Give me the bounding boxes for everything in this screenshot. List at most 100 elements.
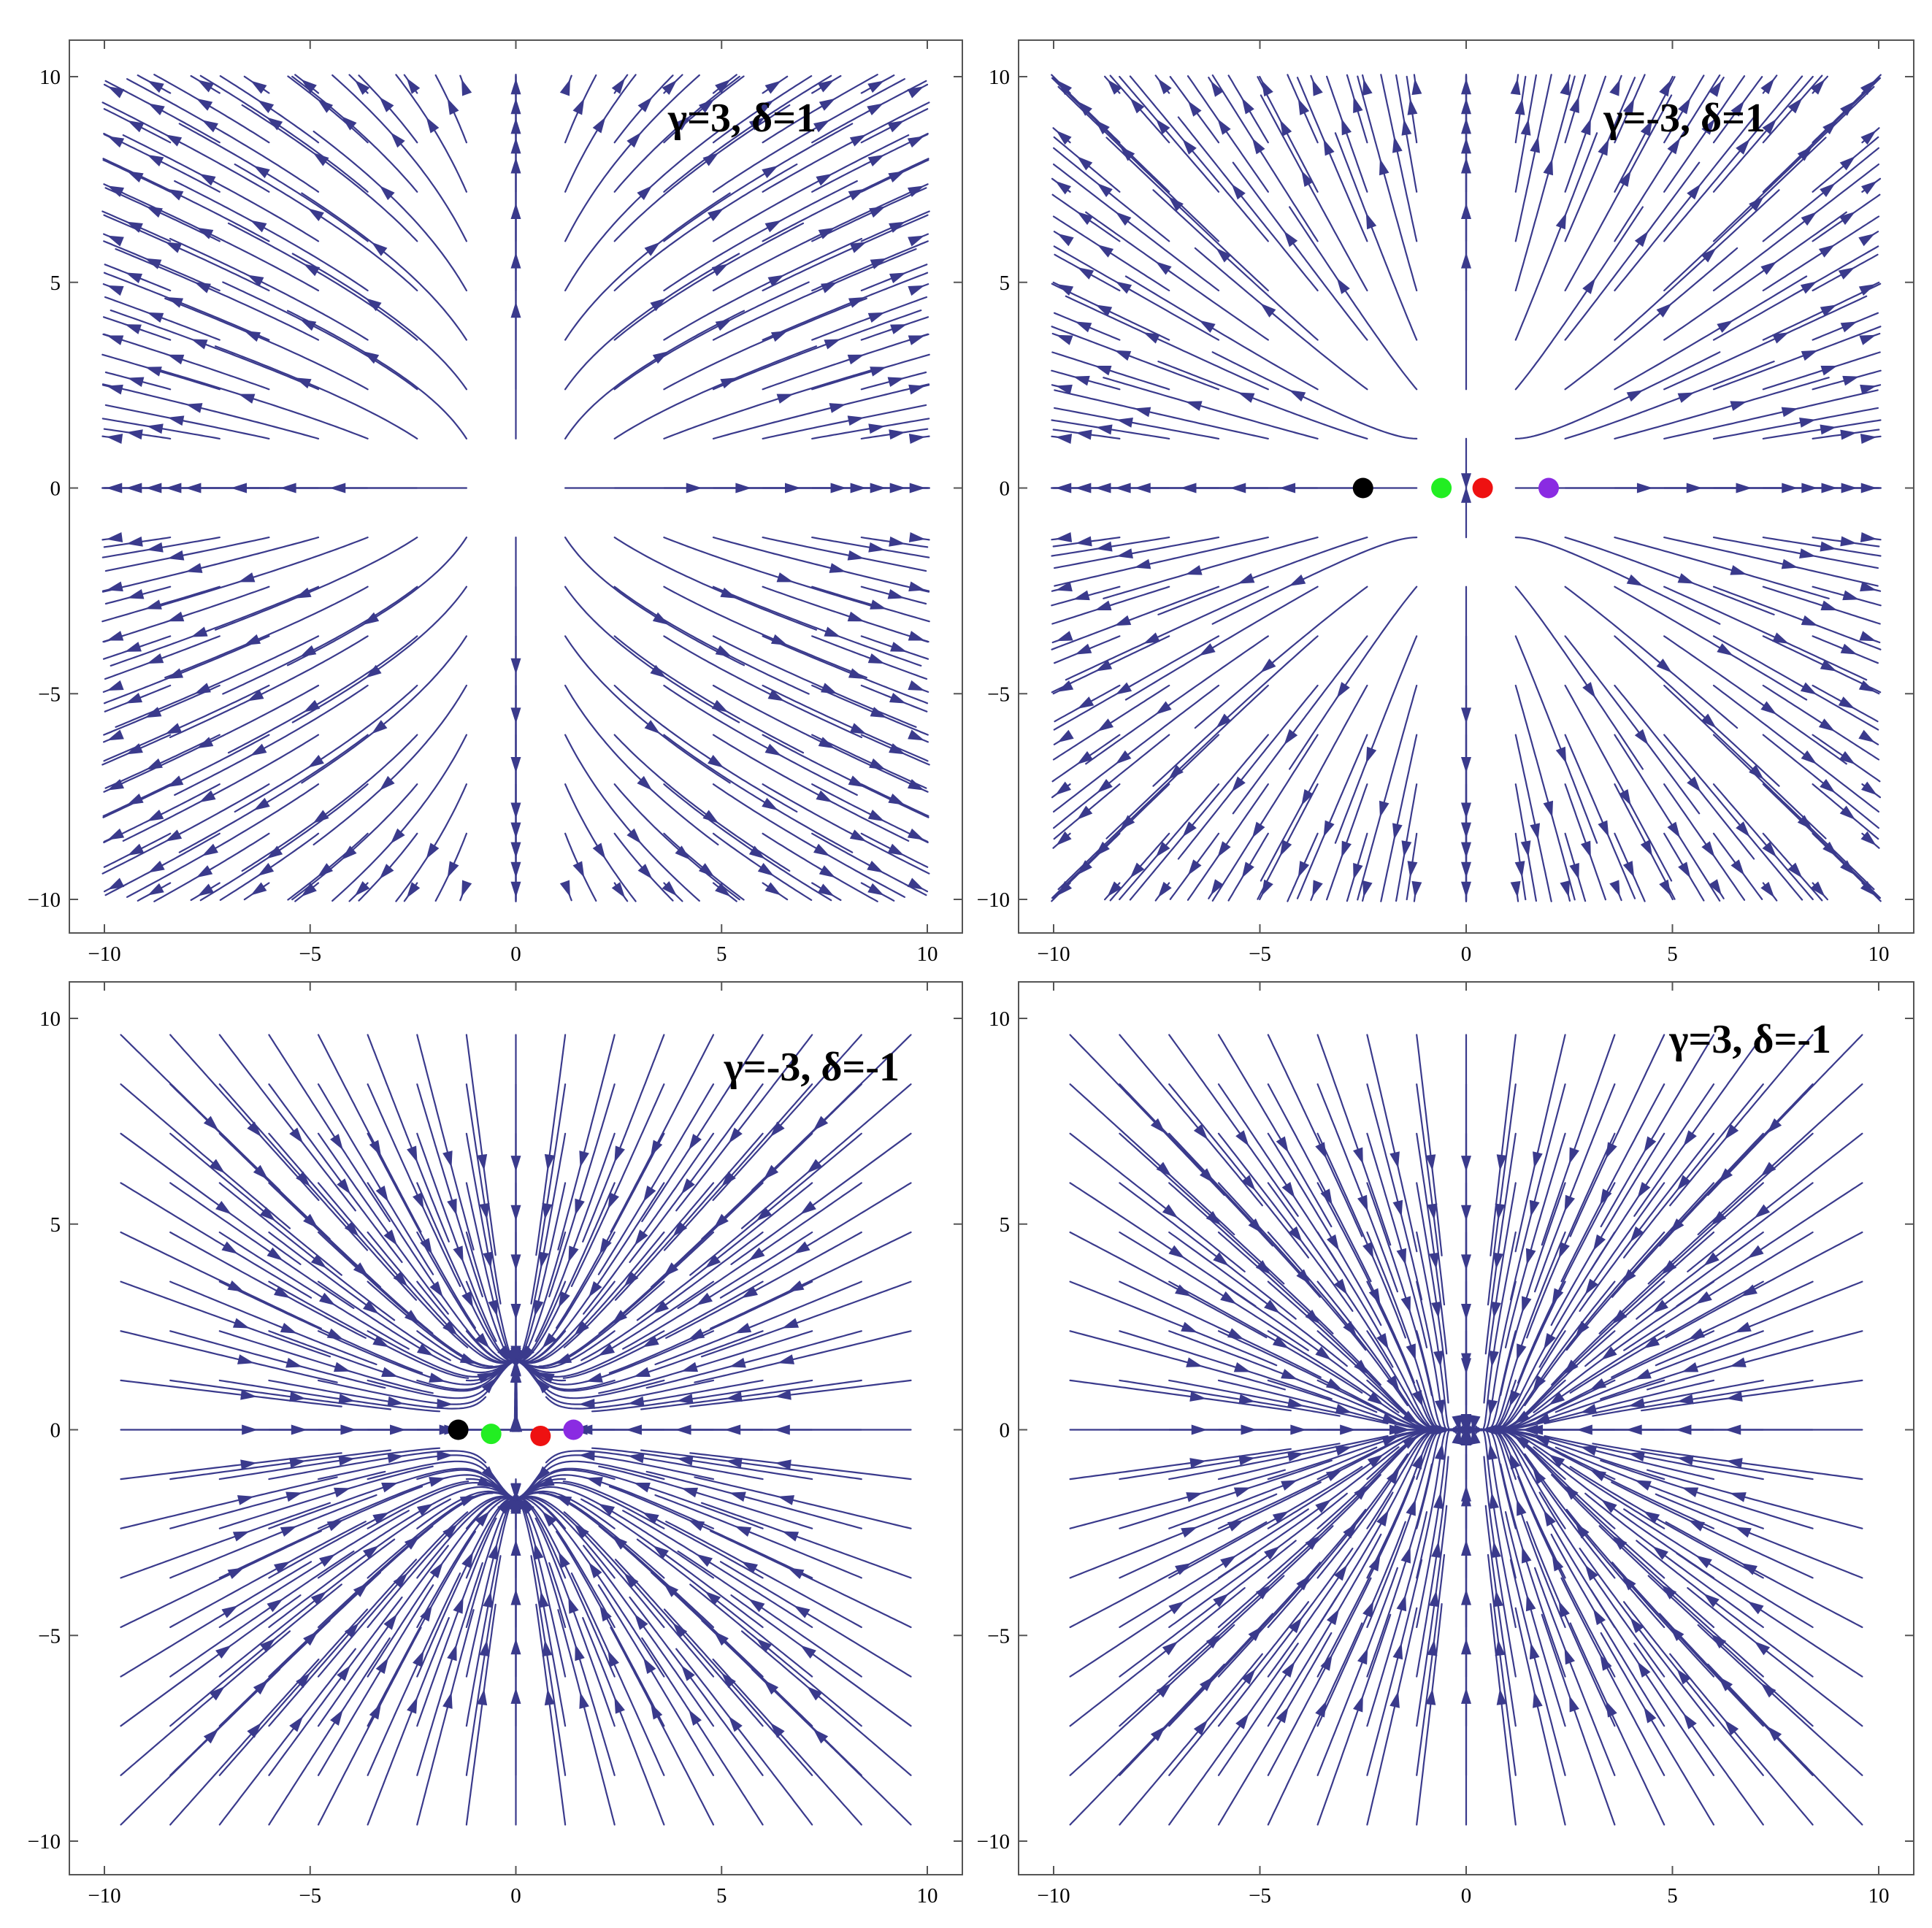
stream-arrow bbox=[274, 1286, 291, 1299]
stream-arrow bbox=[1860, 880, 1876, 896]
stream-arrow bbox=[1749, 764, 1764, 780]
streamline bbox=[740, 1083, 912, 1229]
y-tick-label: 5 bbox=[50, 272, 61, 295]
stream-arrow bbox=[1766, 1118, 1782, 1134]
stream-arrow bbox=[1820, 366, 1838, 376]
stream-arrow bbox=[824, 339, 841, 350]
stream-arrow bbox=[127, 377, 145, 388]
stream-arrow bbox=[147, 80, 164, 93]
streamline bbox=[101, 537, 320, 593]
stream-arrow bbox=[1264, 1545, 1280, 1560]
streamline bbox=[120, 1132, 302, 1265]
stream-arrow bbox=[1189, 1458, 1207, 1468]
streamline bbox=[103, 240, 221, 292]
stream-arrow bbox=[247, 1722, 262, 1738]
stream-arrow bbox=[829, 403, 846, 413]
streamline bbox=[1069, 1280, 1278, 1367]
stream-arrow bbox=[1558, 1600, 1570, 1618]
stream-arrow bbox=[725, 1457, 743, 1468]
stream-arrow bbox=[715, 883, 731, 897]
streamline bbox=[313, 130, 467, 292]
streamline bbox=[268, 1525, 434, 1678]
streamline bbox=[218, 1182, 396, 1321]
streamline bbox=[582, 1034, 665, 1243]
stream-arrow bbox=[1760, 78, 1775, 95]
stream-arrow bbox=[1772, 632, 1790, 644]
stream-arrow bbox=[572, 98, 585, 115]
streamline bbox=[1260, 94, 1368, 292]
streamline bbox=[1592, 1379, 1814, 1417]
stream-arrow bbox=[672, 1221, 688, 1237]
streamline bbox=[597, 1083, 715, 1275]
stream-arrow bbox=[813, 1115, 829, 1131]
stream-arrow bbox=[1284, 231, 1298, 247]
streamline bbox=[218, 1379, 441, 1413]
stream-arrow bbox=[1580, 840, 1591, 858]
stream-arrow bbox=[1659, 879, 1671, 896]
streamline bbox=[689, 1583, 862, 1727]
stream-arrow bbox=[599, 1605, 612, 1622]
stream-arrow bbox=[1730, 100, 1745, 117]
stream-arrow bbox=[497, 1345, 513, 1361]
stream-arrow bbox=[1490, 1301, 1501, 1318]
y-tick-label: 0 bbox=[1000, 477, 1011, 501]
stream-arrow bbox=[1676, 1175, 1691, 1191]
streamline bbox=[1051, 585, 1170, 625]
stream-arrow bbox=[1056, 334, 1073, 345]
stream-arrow bbox=[1687, 183, 1701, 200]
streamline bbox=[712, 248, 917, 341]
stream-arrow bbox=[1402, 1435, 1419, 1449]
streamline bbox=[613, 684, 798, 813]
streamline bbox=[367, 1182, 501, 1361]
streamline bbox=[1119, 1575, 1285, 1727]
stream-arrow bbox=[558, 1291, 570, 1308]
streamline bbox=[1512, 1330, 1715, 1429]
streamline bbox=[665, 1521, 862, 1629]
stream-arrow bbox=[247, 274, 264, 287]
stream-arrow bbox=[1227, 1328, 1244, 1340]
streamline bbox=[1267, 1231, 1408, 1407]
stream-arrow bbox=[1260, 303, 1276, 318]
stream-arrow bbox=[510, 1360, 521, 1377]
streamline bbox=[1490, 1034, 1517, 1256]
streamline bbox=[762, 537, 927, 572]
streamline bbox=[268, 1280, 469, 1379]
stream-arrow bbox=[372, 1512, 390, 1524]
streamline bbox=[110, 585, 320, 667]
streamline bbox=[1326, 783, 1368, 901]
stream-arrow bbox=[908, 581, 926, 592]
streamline bbox=[1500, 1182, 1566, 1397]
streamline bbox=[1051, 783, 1170, 899]
streamline bbox=[1260, 684, 1368, 882]
stream-arrow bbox=[708, 208, 724, 222]
streamline bbox=[564, 783, 637, 902]
streamline bbox=[1509, 1083, 1566, 1301]
streamline bbox=[268, 1231, 451, 1361]
stream-arrow bbox=[1601, 1346, 1617, 1361]
streamline bbox=[663, 783, 832, 902]
stream-arrow bbox=[519, 1498, 534, 1514]
stream-arrow bbox=[165, 723, 183, 734]
streamline bbox=[1762, 783, 1882, 899]
streamline bbox=[367, 1231, 519, 1365]
stream-arrow bbox=[1677, 573, 1695, 584]
streamline bbox=[1697, 1083, 1863, 1236]
streamline bbox=[291, 75, 418, 193]
streamline bbox=[613, 164, 798, 292]
stream-arrow bbox=[1582, 682, 1596, 699]
stream-arrow bbox=[1840, 643, 1858, 655]
stream-arrow bbox=[653, 1545, 669, 1559]
stream-arrow bbox=[1075, 321, 1092, 333]
stream-arrow bbox=[643, 1657, 656, 1675]
stream-arrow bbox=[1187, 100, 1202, 117]
stream-arrow bbox=[383, 1229, 397, 1246]
stream-arrow bbox=[1800, 281, 1817, 294]
stream-arrow bbox=[1157, 78, 1172, 95]
streamline bbox=[1065, 295, 1269, 391]
stream-arrow bbox=[1487, 1399, 1498, 1416]
stream-arrow bbox=[333, 1361, 351, 1372]
stream-arrow bbox=[574, 1321, 589, 1336]
streamline bbox=[629, 1596, 764, 1776]
streamline bbox=[234, 164, 418, 292]
stream-arrow bbox=[1095, 841, 1110, 857]
